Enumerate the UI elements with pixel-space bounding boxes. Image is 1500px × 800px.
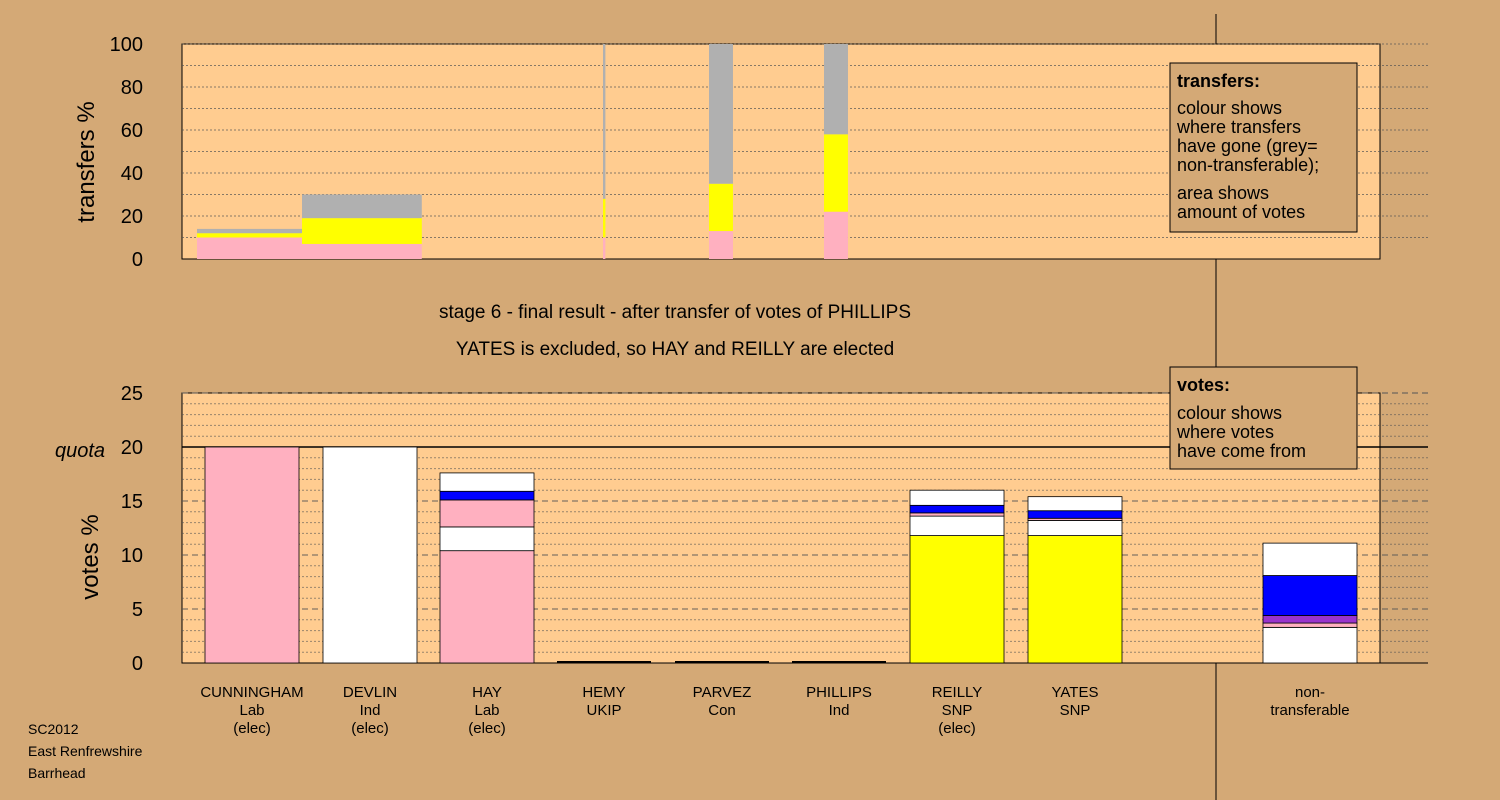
transfers-legend-line: colour shows (1177, 98, 1282, 118)
vote-segment (439, 472, 535, 492)
transfers-tick-label: 40 (121, 163, 143, 185)
vote-segment (439, 526, 535, 552)
transfer-segment (824, 134, 848, 212)
votes-legend-box (1169, 366, 1358, 470)
votes-legend-line: have come from (1177, 441, 1306, 461)
votes-legend: votes: colour shows where votes have com… (1169, 366, 1358, 470)
transfers-tick-label: 80 (121, 77, 143, 99)
vote-segment (909, 489, 1005, 506)
candidate-status: (elec) (233, 720, 271, 737)
candidate-name: PHILLIPS (806, 684, 872, 701)
transfer-segment (302, 218, 422, 244)
footer-election: SC2012 (28, 721, 79, 737)
candidate-party: Lab (239, 702, 264, 719)
footer-ward: Barrhead (28, 765, 86, 781)
transfers-y-axis-label: transfers % (73, 101, 100, 222)
transfer-segment (709, 183, 733, 232)
vote-segment (909, 515, 1005, 536)
transfer-segment (603, 237, 606, 259)
vote-segment (909, 512, 1005, 517)
quota-label: quota (55, 440, 105, 462)
candidate-party: SNP (942, 702, 973, 719)
candidate-party: Con (708, 702, 736, 719)
transfers-tick-label: 20 (121, 206, 143, 228)
vote-segment (1262, 575, 1358, 616)
vote-segment (1027, 510, 1123, 519)
transfers-legend-line: non-transferable); (1177, 155, 1319, 175)
transfer-segment (709, 44, 733, 184)
votes-y-axis-label: votes % (77, 514, 104, 599)
footer-council: East Renfrewshire (28, 743, 143, 759)
candidate-name: DEVLIN (343, 684, 397, 701)
votes-tick-label: 15 (121, 491, 143, 513)
vote-segment (204, 446, 300, 664)
candidate-name: PARVEZ (693, 684, 752, 701)
vote-segment (1027, 496, 1123, 512)
candidate-name: HEMY (582, 684, 625, 701)
transfers-legend-line: area shows (1177, 183, 1269, 203)
vote-segment (439, 550, 535, 664)
vote-segment (909, 504, 1005, 514)
transfers-legend-line: have gone (grey= (1177, 136, 1318, 156)
votes-tick-label: 20 (121, 437, 143, 459)
nontransferable-label: non- (1295, 684, 1325, 701)
transfer-segment (302, 194, 422, 219)
vote-segment (1262, 542, 1358, 576)
transfers-tick-label: 60 (121, 120, 143, 142)
transfers-tick-label: 100 (110, 34, 143, 56)
transfers-legend-line: amount of votes (1177, 202, 1305, 222)
candidate-party: Ind (829, 702, 850, 719)
votes-tick-label: 0 (132, 653, 143, 675)
vote-segment (1262, 622, 1358, 628)
stage-title: stage 6 - final result - after transfer … (439, 302, 911, 323)
votes-legend-line: colour shows (1177, 403, 1282, 423)
vote-segment (1027, 535, 1123, 664)
transfer-segment (824, 44, 848, 135)
candidate-party: SNP (1060, 702, 1091, 719)
candidate-status: (elec) (351, 720, 389, 737)
candidate-name: REILLY (932, 684, 983, 701)
candidate-status: (elec) (938, 720, 976, 737)
nontransferable-label: transferable (1270, 702, 1349, 719)
vote-segment (1262, 626, 1358, 664)
transfers-panel: 0 20 40 60 80 100 transfers % transfers: colo… (73, 34, 1428, 271)
stage-result: YATES is excluded, so HAY and REILLY are… (456, 339, 894, 360)
candidate-party: UKIP (586, 702, 621, 719)
candidate-name: HAY (472, 684, 502, 701)
transfer-segment (197, 237, 323, 259)
transfer-segment (197, 228, 323, 234)
transfers-legend-line: where transfers (1176, 117, 1301, 137)
votes-panel: 0 5 10 15 20 25 votes % quota votes: colour s… (55, 366, 1428, 675)
transfers-legend-title: transfers: (1177, 71, 1260, 91)
votes-tick-label: 5 (132, 599, 143, 621)
vote-segment (1262, 615, 1358, 624)
transfer-segment (603, 198, 606, 238)
transfers-legend: transfers: colour shows where transfers … (1169, 62, 1358, 233)
vote-segment (1027, 520, 1123, 536)
candidate-party: Lab (474, 702, 499, 719)
vote-segment (322, 446, 418, 664)
votes-legend-line: where votes (1176, 422, 1274, 442)
transfer-segment (302, 243, 422, 259)
votes-tick-label: 10 (121, 545, 143, 567)
candidate-labels: CUNNINGHAM Lab (elec) DEVLIN Ind (elec) … (200, 684, 1349, 737)
vote-segment (439, 499, 535, 528)
candidate-party: Ind (360, 702, 381, 719)
transfer-segment (197, 233, 323, 238)
candidate-name: YATES (1052, 684, 1099, 701)
vote-segment (439, 490, 535, 501)
transfers-legend-box (1169, 62, 1358, 233)
transfers-tick-label: 0 (132, 249, 143, 271)
transfer-segment (709, 231, 733, 259)
candidate-name: CUNNINGHAM (200, 684, 303, 701)
transfer-segment (603, 44, 606, 199)
votes-legend-title: votes: (1177, 375, 1230, 395)
vote-segment (909, 535, 1005, 664)
transfer-segment (824, 211, 848, 259)
votes-tick-label: 25 (121, 383, 143, 405)
candidate-status: (elec) (468, 720, 506, 737)
